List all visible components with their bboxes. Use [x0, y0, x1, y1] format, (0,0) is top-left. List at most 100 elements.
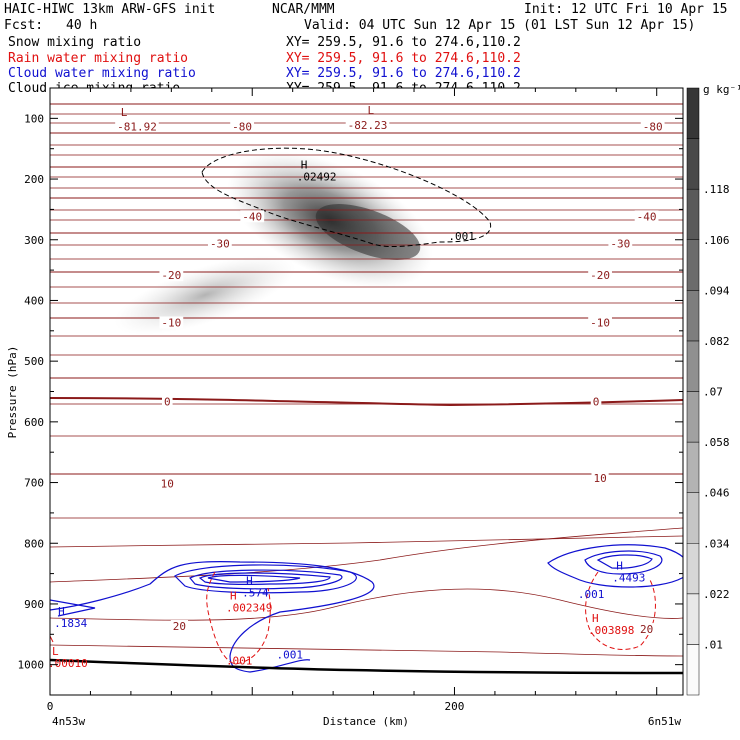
- extremum-marker: H: [301, 159, 308, 172]
- y-tick-label: 900: [24, 598, 44, 611]
- center-name: NCAR/MMM: [272, 2, 335, 17]
- cloud-water-contour-outer-left: [50, 561, 375, 673]
- forecast-label: Fcst:: [4, 18, 44, 33]
- temperature-label-bg: [207, 237, 232, 250]
- temperature-label-bg: [608, 237, 633, 250]
- temperature-label-bg: [240, 210, 265, 223]
- temperature-label: 20: [640, 623, 653, 636]
- colorbar: .01 .022 .034 .046 .058 .07 .082 .094 .106 .118 g …: [686, 83, 740, 696]
- isotherm-line: [50, 144, 683, 146]
- temperature-contours: [50, 103, 683, 657]
- cloud-water-contour-outer-right: [547, 544, 683, 588]
- colorbar-swatch: [686, 87, 700, 139]
- isotherm-line: [50, 166, 683, 168]
- isotherm-line: [50, 403, 683, 405]
- temperature-label: -81.92: [117, 120, 157, 133]
- temperature-label: -20: [161, 269, 181, 282]
- field-xy-cloud-water: XY= 259.5, 91.6 to 274.6,110.2: [286, 66, 521, 81]
- rain-0.001-contour-right: [585, 571, 656, 650]
- colorbar-label: .046: [703, 487, 730, 500]
- forecast-hour: 40 h: [66, 18, 98, 33]
- field-xy-rain: XY= 259.5, 91.6 to 274.6,110.2: [286, 51, 521, 66]
- rain-0.001-contour-left: [206, 571, 271, 665]
- isotherm-line: [50, 377, 683, 379]
- temperature-label-bg: [634, 210, 659, 223]
- y-tick-label: 300: [24, 234, 44, 247]
- isotherm-line: [50, 335, 683, 337]
- y-tick-label: 100: [24, 112, 44, 125]
- extremum-marker: H: [230, 590, 237, 603]
- colorbar-swatch: [686, 340, 700, 392]
- y-axis-title: Pressure (hPa): [6, 346, 19, 439]
- temperature-label-bg: [591, 471, 609, 484]
- temperature-label-bg: [161, 395, 173, 408]
- y-tick-label: 800: [24, 537, 44, 550]
- colorbar-swatch: [686, 239, 700, 291]
- isotherm-line: [50, 258, 683, 260]
- y-tick-label: 600: [24, 416, 44, 429]
- extremum-marker: H: [616, 559, 623, 572]
- isotherm-line: [50, 197, 683, 199]
- colorbar-unit: g kg⁻¹: [703, 83, 740, 96]
- temperature-label: 10: [593, 472, 606, 485]
- temperature-label-bg: [588, 316, 612, 329]
- model-title: HAIC-HIWC 13km ARW-GFS init: [4, 2, 216, 17]
- extremum-marker: L: [121, 106, 128, 119]
- temperature-label-bg: [159, 316, 184, 329]
- temperature-label-bg: [170, 620, 189, 633]
- extremum-value: .00010: [48, 657, 88, 670]
- colorbar-label: .082: [703, 335, 730, 348]
- temperature-label-bg: [159, 269, 184, 282]
- temperature-label-bg: [640, 120, 665, 133]
- colorbar-label: .01: [703, 638, 723, 651]
- left-endpoint-label: 4n53w: [52, 715, 85, 728]
- isotherm-line: [50, 354, 683, 356]
- colorbar-label: .106: [703, 234, 730, 247]
- isotherm-line: [50, 302, 683, 304]
- isotherm-line: [50, 154, 683, 156]
- temperature-label: -30: [610, 238, 630, 251]
- contour-value-label: .001: [578, 588, 605, 601]
- colorbar-swatch: [686, 441, 700, 493]
- cloud-water-contour-right-2: [584, 550, 663, 575]
- colorbar-swatch: [686, 188, 700, 241]
- colorbar-label: .022: [703, 588, 730, 601]
- extremum-value: .1834: [54, 617, 87, 630]
- isotherm-line: [50, 113, 683, 115]
- isotherm-line: [50, 176, 683, 178]
- extremum-marker: H: [592, 612, 599, 625]
- temperature-label: 10: [161, 477, 174, 490]
- cloud-water-contour-4: [198, 572, 331, 585]
- field-name-snow: Snow mixing ratio: [8, 35, 142, 50]
- snow-shading-tail: [114, 255, 296, 335]
- right-endpoint-label: 6n51w: [648, 715, 681, 728]
- temperature-label-bg: [115, 120, 159, 133]
- colorbar-swatch: [686, 391, 700, 443]
- x-axis-title: Distance (km): [323, 715, 409, 728]
- extremum-value: .4493: [612, 571, 645, 584]
- colorbar-label: .118: [703, 183, 730, 196]
- extremum-value: .02492: [297, 171, 337, 184]
- extremum-value: .002349: [226, 602, 272, 615]
- isotherm-line: [50, 286, 683, 288]
- temperature-label: 0: [593, 395, 600, 408]
- isotherm-line: [50, 644, 683, 657]
- colorbar-swatch: [686, 492, 700, 544]
- field-xy-snow: XY= 259.5, 91.6 to 274.6,110.2: [286, 35, 521, 50]
- colorbar-label: .058: [703, 436, 730, 449]
- colorbar-swatch: [686, 138, 700, 190]
- y-tick-label: 200: [24, 173, 44, 186]
- temperature-label-bg: [230, 120, 255, 133]
- temperature-label: -80: [232, 120, 252, 133]
- extremum-marker: H: [246, 575, 253, 588]
- extremum-marker: L: [52, 645, 59, 658]
- isotherm-line: [50, 209, 683, 211]
- colorbar-swatch: [686, 290, 700, 342]
- isotherm-line: [50, 317, 683, 319]
- isotherm-line: [50, 103, 683, 105]
- temperature-label: -10: [161, 317, 181, 330]
- isotherm-line: [50, 232, 683, 234]
